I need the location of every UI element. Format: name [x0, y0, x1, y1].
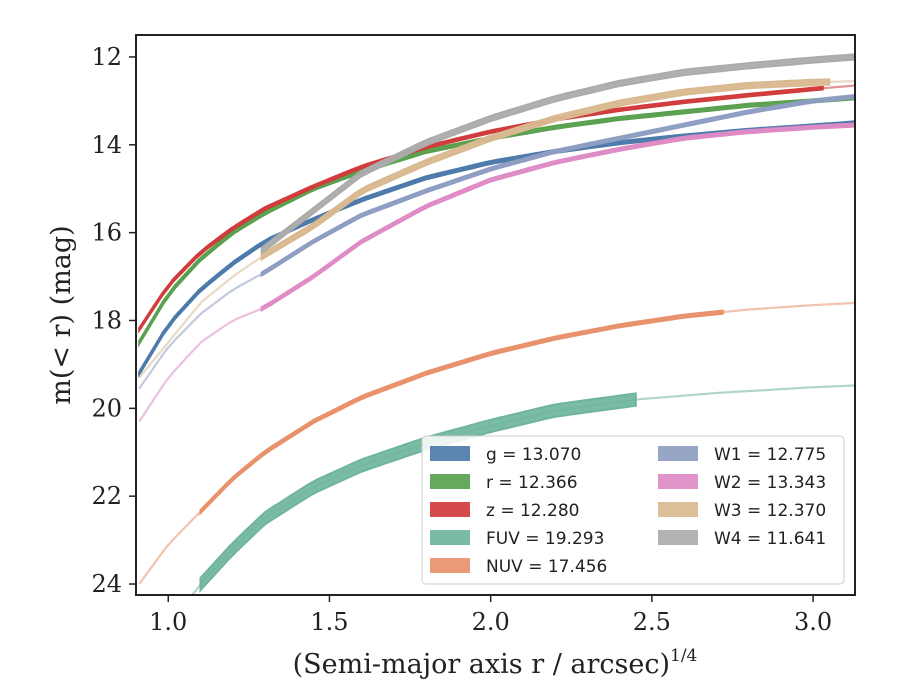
series-fuv: [191, 384, 855, 595]
legend-item-g: g = 13.070: [430, 445, 581, 465]
legend-item-g-swatch: [430, 446, 470, 461]
y-tick-label: 18: [91, 306, 122, 334]
series-w4: [260, 53, 855, 255]
legend-item-w3: W3 = 12.370: [658, 501, 826, 521]
legend-item-nuv: NUV = 17.456: [430, 557, 607, 577]
y-tick-label: 12: [91, 43, 122, 71]
series-nuv-band: [199, 309, 724, 516]
plot-frame: [135, 34, 856, 596]
series-w2-band: [260, 122, 855, 312]
legend-item-w1-label: W1 = 12.775: [714, 445, 826, 465]
series-z-band: [138, 85, 824, 334]
legend-item-w3-label: W3 = 12.370: [714, 501, 826, 521]
legend-item-z-swatch: [430, 502, 470, 517]
series-layer: [138, 53, 855, 595]
x-tick-label: 2.0: [472, 608, 510, 636]
series-w1: [138, 93, 855, 390]
y-tick-label: 16: [91, 219, 122, 247]
legend: g = 13.070 r = 12.366 z = 12.280 FUV = 19.2…: [421, 435, 845, 585]
legend-item-fuv: FUV = 19.293: [430, 529, 604, 549]
series-w3-band: [260, 78, 831, 262]
x-axis-label-exponent: 1/4: [670, 646, 697, 666]
legend-item-w3-swatch: [658, 502, 698, 517]
legend-item-w4-swatch: [658, 530, 698, 545]
x-tick-label: 3.0: [794, 608, 832, 636]
y-tick-label: 22: [91, 482, 122, 510]
legend-item-nuv-swatch: [430, 558, 470, 573]
legend-item-w4: W4 = 11.641: [658, 529, 826, 549]
y-tick-label: 20: [91, 394, 122, 422]
legend-item-w2: W2 = 13.343: [658, 473, 826, 493]
series-fuv-band: [199, 392, 637, 593]
x-axis-label: (Semi-major axis r / arcsec)1/4: [293, 646, 698, 680]
series-nuv: [138, 301, 855, 585]
y-axis-label: m(< r) (mag): [46, 225, 77, 404]
legend-item-z: z = 12.280: [430, 501, 579, 521]
y-tick-label: 24: [91, 570, 122, 598]
legend-item-w2-swatch: [658, 474, 698, 489]
legend-item-fuv-swatch: [430, 530, 470, 545]
legend-box: [421, 435, 845, 585]
legend-item-r: r = 12.366: [430, 473, 578, 493]
x-tick-label: 1.5: [310, 608, 348, 636]
legend-item-z-label: z = 12.280: [486, 501, 579, 521]
series-z: [138, 84, 855, 334]
legend-item-w1-swatch: [658, 446, 698, 461]
y-tick-label: 14: [91, 131, 122, 159]
x-axis-label-text: (Semi-major axis r / arcsec): [293, 649, 670, 680]
legend-item-r-label: r = 12.366: [486, 473, 578, 493]
legend-item-w1: W1 = 12.775: [658, 445, 826, 465]
legend-item-w4-label: W4 = 11.641: [714, 529, 826, 549]
series-g-band: [138, 120, 855, 379]
legend-item-fuv-label: FUV = 19.293: [486, 529, 604, 549]
series-w4-band: [260, 53, 855, 255]
series-w1-band: [260, 93, 855, 278]
legend-item-r-swatch: [430, 474, 470, 489]
legend-item-w2-label: W2 = 13.343: [714, 473, 826, 493]
x-tick-label: 2.5: [633, 608, 671, 636]
legend-item-nuv-label: NUV = 17.456: [486, 557, 607, 577]
ticks-layer: 1.0 1.5 2.0 2.5 3.0 12 14 16 18 20 22 24: [91, 43, 832, 636]
series-w3: [138, 78, 855, 379]
series-w2: [138, 122, 855, 423]
legend-item-g-label: g = 13.070: [486, 445, 581, 465]
x-tick-label: 1.0: [149, 608, 187, 636]
